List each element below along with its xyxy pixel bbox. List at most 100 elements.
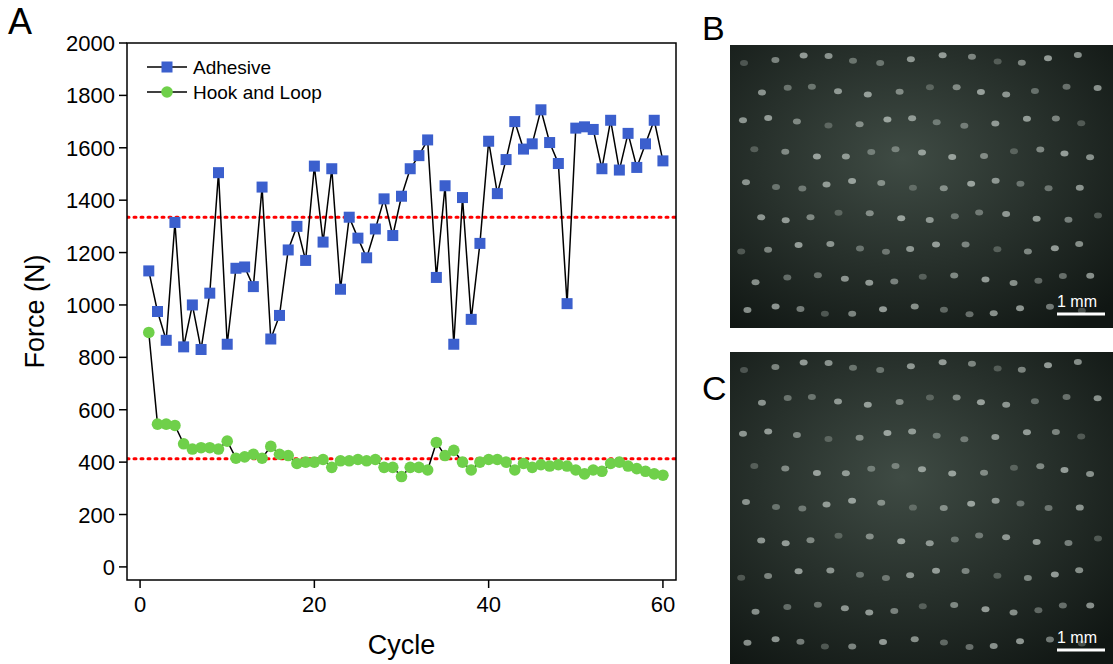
legend-label: Hook and Loop (193, 82, 322, 103)
photo-texture (848, 498, 856, 504)
photo-texture (919, 274, 927, 280)
photo-texture (784, 395, 792, 401)
photo-texture (926, 394, 934, 400)
data-point (562, 298, 573, 309)
reference-line (127, 216, 676, 219)
data-point (248, 281, 259, 292)
photo-texture (740, 60, 748, 66)
photo-texture (933, 433, 941, 439)
photo-texture (772, 636, 780, 642)
photo-texture (1086, 471, 1094, 477)
photo-texture (966, 311, 974, 317)
photo-texture (891, 146, 899, 152)
photo-texture (940, 185, 948, 191)
photo-texture (743, 640, 751, 646)
photo-panel (730, 45, 1113, 328)
photo-texture (993, 246, 1001, 252)
photo-texture (932, 241, 940, 247)
photo-texture (752, 279, 760, 285)
scale-bar-label: 1 mm (1057, 293, 1097, 310)
data-point (326, 163, 337, 174)
data-point (466, 314, 477, 325)
data-point (257, 182, 268, 193)
photo-texture (737, 575, 745, 581)
data-point (196, 344, 207, 355)
photo-panel (730, 352, 1113, 664)
y-tick-label: 800 (78, 345, 115, 370)
x-tick (139, 580, 141, 588)
data-point (483, 136, 494, 147)
photo-texture (1016, 638, 1024, 644)
photo-texture (849, 58, 857, 64)
data-point (500, 456, 512, 468)
data-point (448, 339, 459, 350)
photo-texture (926, 84, 934, 90)
photo-texture (1094, 85, 1102, 91)
photo-texture (866, 210, 874, 216)
scale-bar-label: 1 mm (1057, 629, 1097, 646)
photo-texture (806, 214, 814, 220)
photo-texture (967, 181, 975, 187)
x-tick-label: 0 (134, 592, 146, 617)
scale-bar (1057, 313, 1105, 316)
photo-texture (975, 533, 983, 539)
photo-texture (1031, 88, 1039, 94)
photo-texture (772, 504, 780, 510)
photo-texture (813, 153, 821, 159)
photo-texture (1094, 213, 1102, 219)
data-point (544, 137, 555, 148)
photo-texture (781, 149, 789, 155)
y-tick-label: 0 (103, 555, 115, 580)
photo-texture (1002, 211, 1010, 217)
photo-texture (1033, 539, 1041, 545)
y-tick-label: 400 (78, 450, 115, 475)
photo-texture (1046, 637, 1054, 643)
plot-data (127, 104, 676, 482)
data-point (309, 161, 320, 172)
data-point (588, 124, 599, 135)
photo-texture (926, 540, 934, 546)
photo-texture (737, 249, 745, 255)
photo-texture (960, 436, 968, 442)
photo-texture (1074, 52, 1082, 58)
photo-texture (897, 215, 905, 221)
photo-texture (1077, 434, 1085, 440)
photo-texture (1034, 278, 1042, 284)
photo-texture (842, 154, 850, 160)
data-point (492, 188, 503, 199)
panel-label: B (702, 9, 725, 47)
photo-texture (848, 311, 856, 317)
photo-texture (907, 363, 915, 369)
photo-texture (1024, 575, 1032, 581)
photo-texture (834, 88, 842, 94)
photo-texture (950, 602, 958, 608)
photo-texture (1063, 84, 1071, 90)
photo-texture (842, 470, 850, 476)
photo-texture (932, 568, 940, 574)
photo-texture (990, 310, 998, 316)
photo-texture (980, 470, 988, 476)
photo (730, 352, 1113, 664)
photo-texture (891, 463, 899, 469)
data-point (169, 217, 180, 228)
data-point (222, 339, 233, 350)
data-point (527, 138, 538, 149)
photo-texture (911, 304, 919, 310)
x-tick (662, 580, 664, 588)
data-point (596, 465, 608, 477)
photo-texture (1060, 150, 1068, 156)
data-point (178, 341, 189, 352)
x-tick (488, 580, 490, 588)
photo-texture (764, 428, 772, 434)
data-point (283, 244, 294, 255)
panel-label: C (702, 369, 727, 407)
photo-texture (991, 434, 999, 440)
photo-texture (1002, 402, 1010, 408)
plot-frame (127, 43, 676, 580)
photo-texture (824, 123, 832, 129)
photo-texture (994, 59, 1002, 65)
data-point (143, 265, 154, 276)
photo-texture (771, 364, 779, 370)
photo-texture (1064, 217, 1072, 223)
photo-texture (992, 498, 1000, 504)
